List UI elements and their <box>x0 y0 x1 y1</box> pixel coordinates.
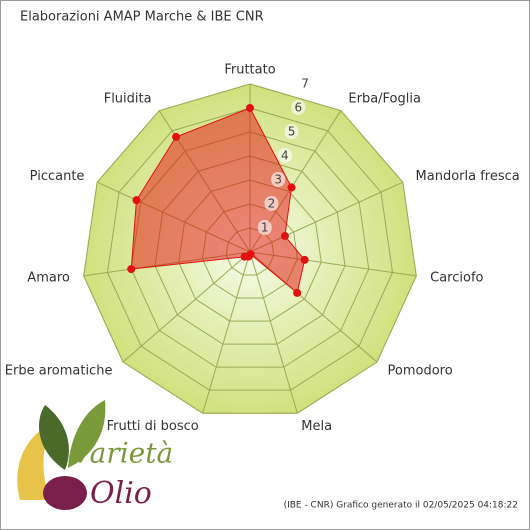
category-label: Fruttato <box>224 63 275 78</box>
y-tick-label: 3 <box>274 173 282 187</box>
data-point <box>172 132 181 141</box>
category-label: Erba/Foglia <box>348 91 421 106</box>
logo-word: Varietà <box>72 437 173 470</box>
data-point <box>240 252 249 261</box>
data-point <box>287 183 296 192</box>
logo: Varietà Olio <box>17 400 173 511</box>
footer: (IBE - CNR) Grafico generato il 02/05/20… <box>284 501 518 511</box>
spoke <box>122 251 251 363</box>
grid-ring <box>106 107 394 391</box>
tick-bg <box>284 124 299 139</box>
data-point <box>127 265 136 274</box>
category-label: Piccante <box>30 169 85 184</box>
tick-bg <box>271 172 286 187</box>
tick-bg <box>298 76 313 91</box>
category-label: Fluidita <box>104 91 152 106</box>
y-tick-label: 6 <box>294 101 302 115</box>
category-label: Frutti di bosco <box>107 419 199 434</box>
data-point <box>246 104 254 112</box>
tick-bg <box>264 196 279 211</box>
category-label: Carciofo <box>430 270 483 285</box>
tick-bg <box>277 148 292 163</box>
data-point <box>132 196 141 205</box>
data-point <box>280 232 289 241</box>
y-tick-label: 2 <box>268 197 276 211</box>
tick-bg <box>257 220 272 235</box>
category-label: Mandorla fresca <box>416 169 520 184</box>
y-tick-label: 4 <box>281 149 289 163</box>
chart-title: Elaborazioni AMAP Marche & IBE CNR <box>20 10 264 25</box>
y-tick-label: 7 <box>301 77 309 91</box>
category-label: Erbe aromatiche <box>5 364 113 379</box>
spoke <box>249 251 298 414</box>
y-tick-label: 5 <box>288 125 296 139</box>
tick-bg <box>291 100 306 115</box>
data-point <box>293 288 302 297</box>
grid-ring <box>83 83 417 414</box>
plot-area: Fruttato Erba/Foglia Mandorla fresca Carcio… <box>5 63 520 435</box>
category-label: Pomodoro <box>388 364 453 379</box>
y-tick-label: 1 <box>261 221 269 235</box>
category-label: Mela <box>301 419 332 434</box>
spoke <box>202 251 251 414</box>
data-point <box>300 255 309 264</box>
logo-word: Olio <box>90 476 152 511</box>
category-label: Amaro <box>27 270 70 285</box>
